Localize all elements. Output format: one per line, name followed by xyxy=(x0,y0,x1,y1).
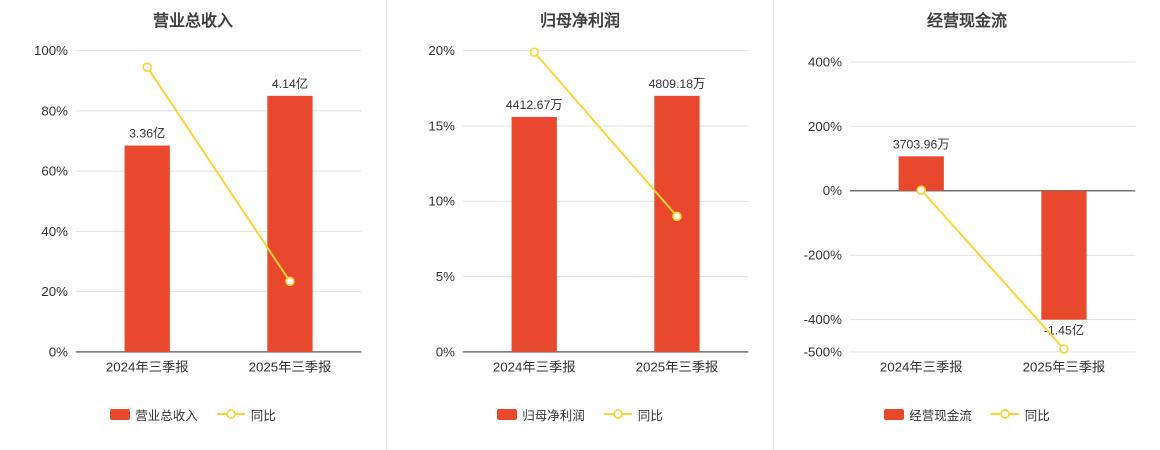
y-tick-label: 0% xyxy=(49,344,68,359)
legend-label: 同比 xyxy=(1024,408,1050,423)
x-tick-label: 2025年三季报 xyxy=(636,360,719,375)
x-tick-label: 2025年三季报 xyxy=(1023,360,1106,375)
line-marker xyxy=(916,185,926,195)
legend-item-line: 同比 xyxy=(603,405,663,424)
line-marker xyxy=(672,211,682,222)
line-marker xyxy=(142,62,152,72)
chart-legend-revenue: 营业总收入 同比 xyxy=(110,402,276,426)
line-swatch-icon xyxy=(216,409,245,419)
legend-label: 同比 xyxy=(637,408,663,423)
y-tick-label: 0% xyxy=(823,183,842,198)
y-tick-label: -200% xyxy=(804,248,843,263)
bar-swatch-icon xyxy=(497,408,518,420)
x-tick-label: 2024年三季报 xyxy=(493,360,576,375)
y-tick-label: 60% xyxy=(41,164,68,179)
chart-panel-cash-flow: 经营现金流 400% 200% 0% -200% -400% -500% 3703.96万 2… xyxy=(773,0,1160,450)
y-tick-label: 400% xyxy=(808,54,842,69)
bar-value-label: 4809.18万 xyxy=(649,77,706,91)
bar-swatch-icon xyxy=(110,408,131,420)
legend-item-bar: 经营现金流 xyxy=(884,405,972,424)
line-swatch-icon xyxy=(990,409,1019,419)
line-swatch-icon xyxy=(603,409,632,419)
legend-label: 营业总收入 xyxy=(135,408,198,423)
chart-legend-cash-flow: 经营现金流 同比 xyxy=(884,402,1050,426)
line-marker xyxy=(529,47,539,57)
x-tick-label: 2025年三季报 xyxy=(249,360,332,375)
y-tick-label: -500% xyxy=(804,344,843,359)
bar-value-label: 3.36亿 xyxy=(129,126,165,141)
y-tick-label: 15% xyxy=(428,118,455,133)
line-marker xyxy=(285,276,295,287)
bar-value-label: 4.14亿 xyxy=(272,76,308,91)
bar xyxy=(654,95,700,352)
trend-line xyxy=(920,189,1065,350)
bar xyxy=(511,116,557,352)
legend-label: 归母净利润 xyxy=(522,408,585,423)
legend-item-bar: 归母净利润 xyxy=(497,405,585,424)
legend-item-line: 同比 xyxy=(990,405,1050,424)
trend-line xyxy=(146,66,291,282)
bar-value-label: 3703.96万 xyxy=(893,137,950,151)
bar xyxy=(898,156,944,191)
bar xyxy=(124,145,170,352)
cash-flow-chart: 400% 200% 0% -200% -400% -500% 3703.96万 2024年三季… xyxy=(804,54,1136,375)
bar xyxy=(267,95,313,352)
net-profit-chart: 0% 5% 10% 15% 20% 4412.67万 2024年三季报 4809.18万 202… xyxy=(428,43,749,375)
y-tick-label: 80% xyxy=(41,103,68,118)
legend-item-line: 同比 xyxy=(216,405,276,424)
chart-title-cash-flow: 经营现金流 xyxy=(926,13,1007,30)
bar-swatch-icon xyxy=(884,408,905,420)
chart-panel-net-profit: 归母净利润 0% 5% 10% 15% 20% 4412.67万 2024年三季报 4809.… xyxy=(386,0,773,450)
chart-title-revenue: 营业总收入 xyxy=(152,13,233,30)
y-tick-label: 0% xyxy=(436,344,455,359)
y-tick-label: 40% xyxy=(41,224,68,239)
y-tick-label: 5% xyxy=(436,269,455,284)
y-tick-label: -400% xyxy=(804,312,843,327)
bar xyxy=(1041,190,1087,320)
legend-label: 同比 xyxy=(250,408,276,423)
revenue-chart: 0% 20% 40% 60% 80% 100% 3.36亿 2024年三季报 4.14亿 2025… xyxy=(34,43,362,375)
chart-title-net-profit: 归母净利润 xyxy=(539,13,620,30)
y-tick-label: 20% xyxy=(41,284,68,299)
y-tick-label: 10% xyxy=(428,194,455,209)
bar-value-label: -1.45亿 xyxy=(1044,322,1084,337)
chart-legend-net-profit: 归母净利润 同比 xyxy=(497,402,663,426)
y-tick-label: 200% xyxy=(808,119,842,134)
legend-label: 经营现金流 xyxy=(909,408,972,423)
trend-line xyxy=(533,51,678,217)
line-marker xyxy=(1059,344,1069,354)
bar-value-label: 4412.67万 xyxy=(506,98,563,112)
x-tick-label: 2024年三季报 xyxy=(880,360,963,375)
legend-item-bar: 营业总收入 xyxy=(110,405,198,424)
y-tick-label: 100% xyxy=(34,43,68,58)
chart-panel-revenue: 营业总收入 0% 20% 40% 60% 80% 100% 3.36亿 2024年三季报 4.1… xyxy=(0,0,386,450)
y-tick-label: 20% xyxy=(428,43,455,58)
x-tick-label: 2024年三季报 xyxy=(106,360,189,375)
